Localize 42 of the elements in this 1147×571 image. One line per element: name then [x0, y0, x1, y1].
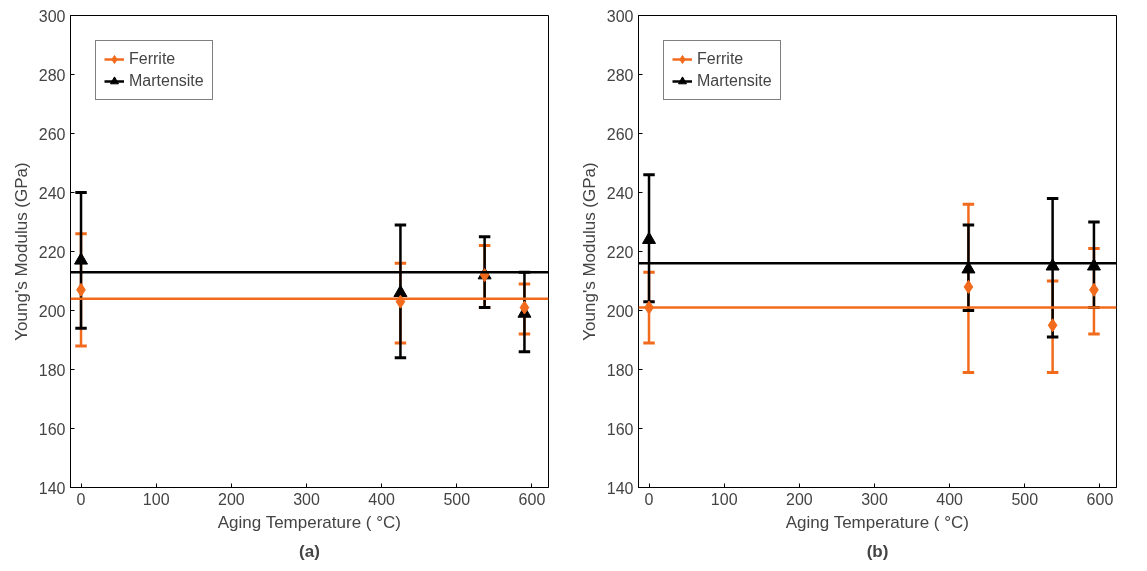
y-tick-label: 180	[38, 361, 66, 379]
legend-label: Ferrite	[129, 49, 176, 69]
y-tick-label: 240	[606, 184, 634, 202]
y-tick-label: 140	[606, 479, 634, 497]
y-tick-label: 200	[606, 302, 634, 320]
legend-label: Ferrite	[697, 49, 744, 69]
legend-label: Martensite	[129, 71, 204, 91]
x-tick-label: 500	[1011, 490, 1039, 508]
x-tick-label: 300	[293, 490, 320, 508]
y-tick-label: 260	[38, 125, 66, 143]
x-tick-label: 100	[710, 490, 738, 508]
text: (b)	[866, 541, 889, 561]
x-tick-label: 500	[443, 490, 471, 508]
x-axis-title: Aging Temperature ( °C)	[217, 512, 401, 532]
y-tick-label: 140	[38, 479, 66, 497]
x-tick-label: 200	[785, 490, 813, 508]
y-tick-label: 280	[38, 66, 66, 84]
y-tick-label: 220	[606, 243, 634, 261]
y-tick-label: 300	[38, 7, 66, 25]
y-tick-label: 240	[38, 184, 66, 202]
x-tick-label: 600	[1086, 490, 1114, 508]
x-tick-label: 600	[518, 490, 546, 508]
y-tick-label: 200	[38, 302, 66, 320]
y-tick-label: 300	[606, 7, 634, 25]
y-tick-label: 220	[38, 243, 66, 261]
x-axis-title: Aging Temperature ( °C)	[785, 512, 969, 532]
x-tick-label: 0	[644, 490, 654, 508]
y-axis-title: Young's Modulus (GPa)	[11, 162, 31, 341]
x-tick-label: 400	[936, 490, 964, 508]
x-tick-label: 0	[76, 490, 86, 508]
y-tick-label: 180	[606, 361, 634, 379]
y-tick-label: 160	[38, 420, 66, 438]
x-tick-label: 400	[368, 490, 396, 508]
y-tick-label: 160	[606, 420, 634, 438]
y-tick-label: 260	[606, 125, 634, 143]
text: (a)	[299, 541, 320, 561]
x-tick-label: 100	[142, 490, 170, 508]
y-tick-label: 280	[606, 66, 634, 84]
y-axis-title: Young's Modulus (GPa)	[579, 162, 599, 341]
legend-label: Martensite	[697, 71, 772, 91]
x-tick-label: 200	[217, 490, 245, 508]
x-tick-label: 300	[861, 490, 888, 508]
